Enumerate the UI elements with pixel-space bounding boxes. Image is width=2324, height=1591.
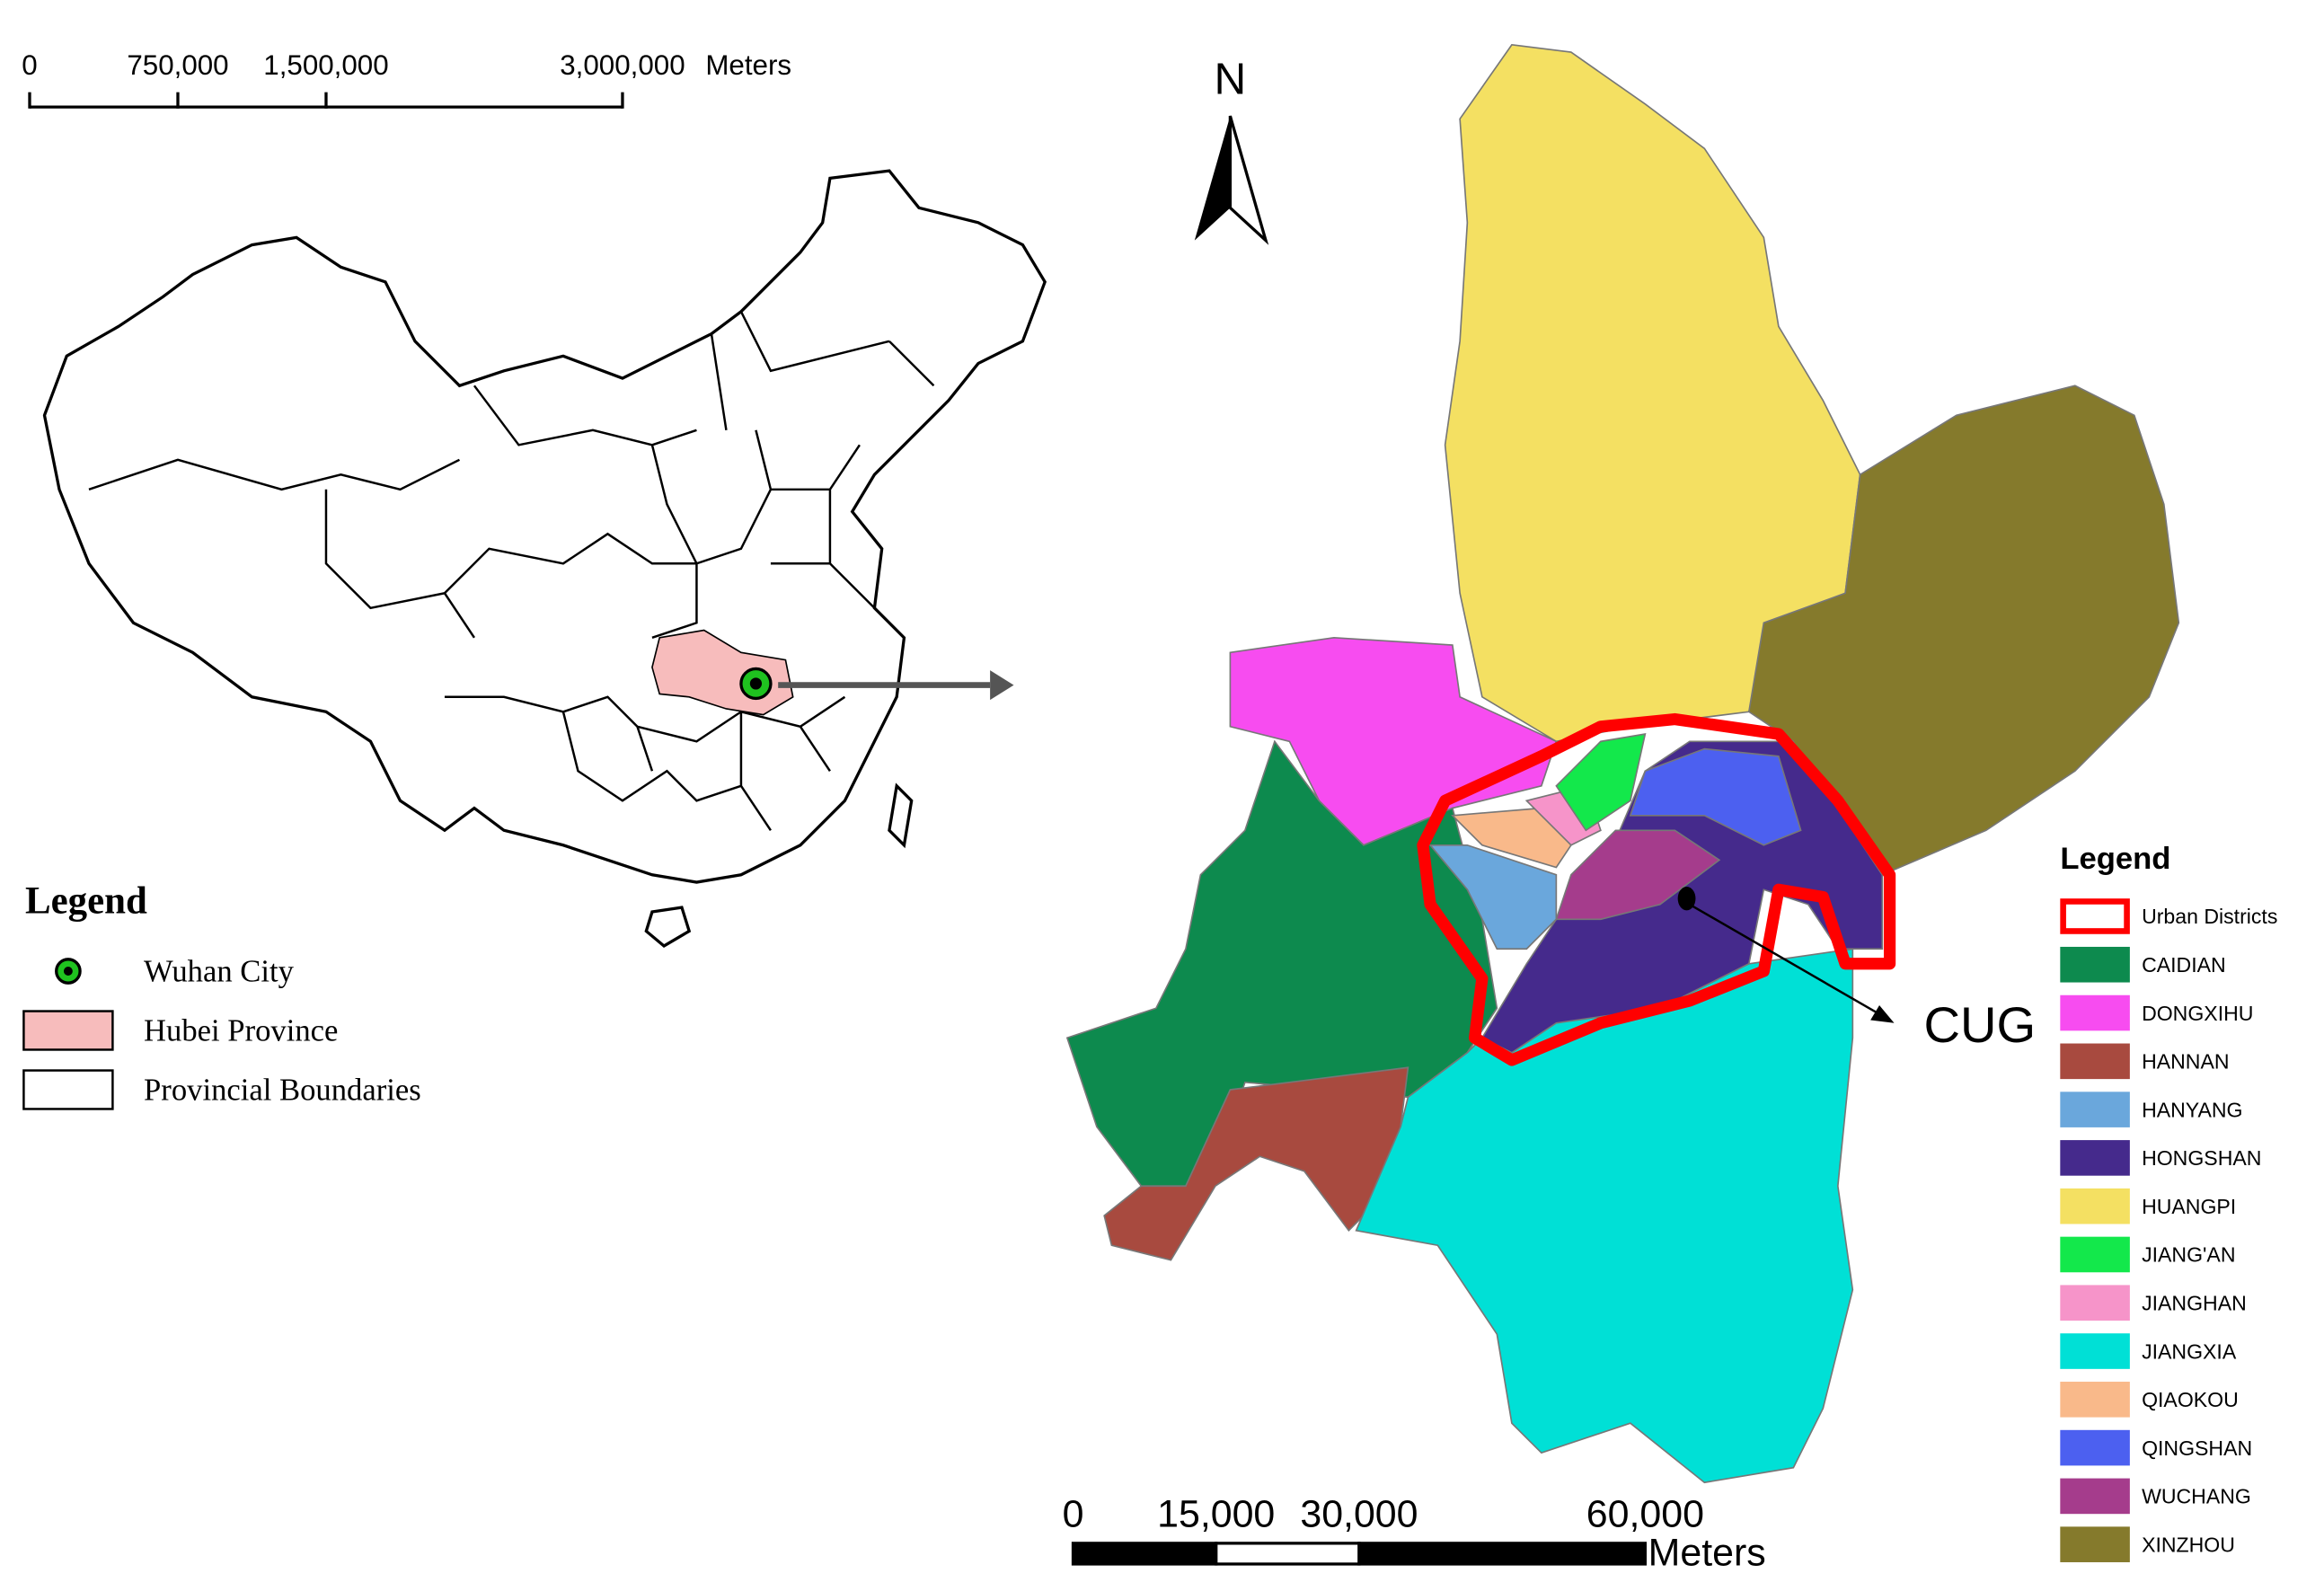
china-map: [42, 169, 1047, 948]
legend-swatch: [2060, 1140, 2130, 1176]
legend-title: Legend: [2060, 842, 2170, 876]
scale-label: 3,000,000: [560, 49, 685, 81]
province-lines: [88, 311, 935, 831]
legend-label: HONGSHAN: [2142, 1146, 2261, 1170]
scale-label: 30,000: [1300, 1493, 1418, 1536]
legend-label: HANNAN: [2142, 1050, 2229, 1074]
scale-label: 1,500,000: [263, 49, 388, 81]
legend-swatch: [2060, 1285, 2130, 1321]
north-arrow: [1194, 116, 1231, 241]
taiwan: [888, 782, 914, 849]
legend-swatch: [2060, 1526, 2130, 1562]
legend-label: DONGXIHU: [2142, 1002, 2253, 1025]
legend-swatch: [2060, 946, 2130, 983]
scale-label: 750,000: [127, 49, 228, 81]
legend-swatch: [2060, 1188, 2130, 1224]
annotation: CUG: [1924, 996, 2037, 1053]
district: [1555, 733, 1647, 832]
legend-label: HANYANG: [2142, 1098, 2242, 1121]
district: [1428, 844, 1558, 950]
legend-swatch: [22, 1010, 114, 1051]
district: [1451, 807, 1572, 869]
scale-label: 0: [22, 49, 37, 81]
legend-label: Wuhan City: [144, 955, 295, 989]
legend-label: WUCHANG: [2142, 1485, 2251, 1508]
legend-label: CAIDIAN: [2142, 953, 2226, 977]
legend-swatch: [22, 1069, 114, 1110]
cug-arrow: [1689, 903, 1880, 1015]
scale-label: 60,000: [1586, 1493, 1704, 1536]
legend-swatch: [2060, 994, 2130, 1031]
scale-label: 15,000: [1157, 1493, 1275, 1536]
scale-segment: [1071, 1542, 1218, 1566]
north-arrow: [1228, 115, 1269, 245]
legend-label: QIAOKOU: [2142, 1388, 2239, 1411]
hainan: [644, 906, 692, 948]
legend-title: Legend: [25, 880, 147, 923]
legend-label: Urban Districts: [2142, 905, 2277, 928]
legend-label: JIANGXIA: [2142, 1339, 2237, 1363]
scale-segment: [1357, 1542, 1648, 1566]
scale-unit: Meters: [1648, 1532, 1766, 1575]
legend-swatch: [2060, 1333, 2130, 1369]
china-outline: [42, 169, 1047, 884]
legend-label: XINZHOU: [2142, 1533, 2235, 1556]
legend-symbol: [63, 967, 73, 976]
arrow-head: [990, 670, 1014, 701]
legend-label: QINGSHAN: [2142, 1436, 2252, 1460]
legend-label: Provincial Boundaries: [144, 1074, 421, 1108]
district: [1555, 829, 1721, 921]
scale-label: 0: [1063, 1493, 1084, 1536]
scale-segment: [1215, 1542, 1361, 1566]
legend-label: JIANG'AN: [2142, 1243, 2235, 1267]
legend-swatch: [2060, 898, 2130, 934]
legend-label: HUANGPI: [2142, 1195, 2236, 1218]
urban-boundary: [1417, 712, 1896, 1066]
legend-swatch: [2060, 1382, 2130, 1418]
legend-swatch: [2060, 1478, 2130, 1515]
cug-arrow-head: [1870, 1004, 1895, 1023]
district: [1629, 747, 1802, 846]
legend-swatch: [2060, 1236, 2130, 1273]
wuhan-districts: [1065, 43, 2180, 1484]
scale-unit: Meters: [705, 49, 791, 81]
legend-label: Hubei Province: [144, 1014, 338, 1048]
generated: 0 750,000 1,500,000 3,000,000 Meters 0 15,000 3…: [22, 49, 2277, 1575]
legend-label: JIANGHAN: [2142, 1292, 2247, 1315]
legend-swatch: [2060, 1092, 2130, 1127]
wuhan-city-point: [739, 667, 773, 701]
legend-swatch: [2060, 1429, 2130, 1466]
legend-swatch: [2060, 1043, 2130, 1080]
north-label: N: [1215, 54, 1247, 103]
district: [1747, 384, 2180, 876]
wuhan-dot-inner: [749, 677, 763, 690]
